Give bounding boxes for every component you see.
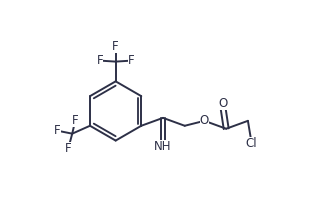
Text: F: F xyxy=(54,124,61,137)
Text: O: O xyxy=(218,97,228,110)
Text: F: F xyxy=(128,54,135,67)
Text: Cl: Cl xyxy=(245,137,257,150)
Text: F: F xyxy=(72,114,79,127)
Text: F: F xyxy=(97,54,103,67)
Text: O: O xyxy=(200,114,209,127)
Text: NH: NH xyxy=(154,140,172,153)
Text: F: F xyxy=(65,142,72,155)
Text: F: F xyxy=(112,40,119,53)
